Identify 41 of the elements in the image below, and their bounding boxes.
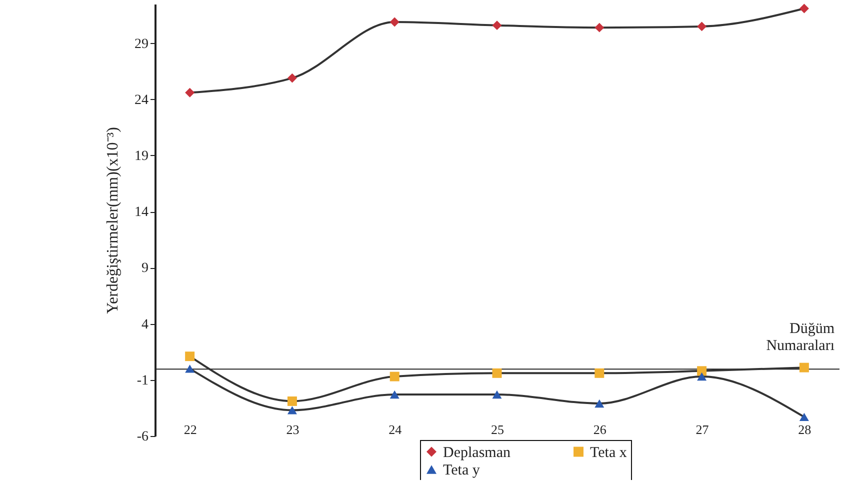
y-tick-label: 19 [134, 148, 148, 164]
point [492, 390, 502, 399]
point [390, 17, 400, 27]
point [697, 366, 707, 376]
point [594, 399, 604, 408]
legend-label: Deplasman [443, 444, 511, 461]
point [185, 88, 195, 98]
legend-label: Teta y [443, 462, 480, 478]
y-tick-label: 29 [134, 36, 148, 52]
point [697, 22, 707, 32]
point [390, 372, 400, 382]
x-tick-label: 25 [491, 422, 504, 438]
point [287, 396, 297, 406]
y-axis-title: Yerdeğiştirmeler(mm)(x10⁻³) [104, 127, 122, 314]
x-tick-label: 23 [286, 422, 300, 438]
y-tick-label: 24 [134, 92, 148, 108]
point [492, 368, 502, 378]
y-tick-label: -1 [136, 373, 148, 388]
point [287, 406, 297, 414]
point [594, 368, 604, 378]
x-axis-title: Düğüm Numaraları [766, 321, 835, 354]
x-tick-label: 27 [696, 422, 710, 438]
point [799, 362, 809, 372]
y-tick-label: 9 [142, 261, 148, 276]
point [492, 20, 502, 30]
x-tick-label: 22 [184, 422, 197, 438]
point [799, 412, 809, 422]
x-tick-label: 24 [388, 422, 402, 438]
y-tick-label: 14 [134, 205, 148, 220]
x-tick-label: 28 [798, 422, 812, 438]
point [185, 364, 195, 373]
point [390, 390, 400, 399]
point [799, 4, 809, 14]
x-tick-label: 26 [593, 422, 607, 438]
y-tick-label: 4 [142, 317, 148, 332]
point [185, 352, 195, 362]
point [287, 73, 297, 83]
point [594, 22, 604, 32]
point [697, 372, 707, 381]
legend-label: Teta x [590, 444, 628, 461]
y-tick-label: -6 [136, 430, 148, 444]
